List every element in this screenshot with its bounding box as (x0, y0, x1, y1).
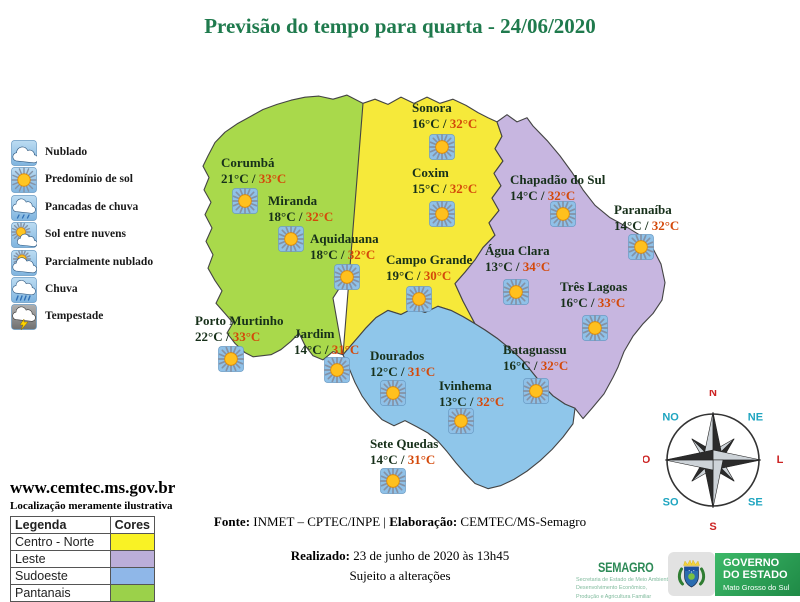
svg-text:L: L (777, 454, 783, 466)
svg-text:SE: SE (748, 496, 763, 508)
svg-text:NE: NE (748, 412, 763, 424)
svg-text:N: N (709, 390, 717, 399)
svg-text:S: S (709, 521, 716, 530)
